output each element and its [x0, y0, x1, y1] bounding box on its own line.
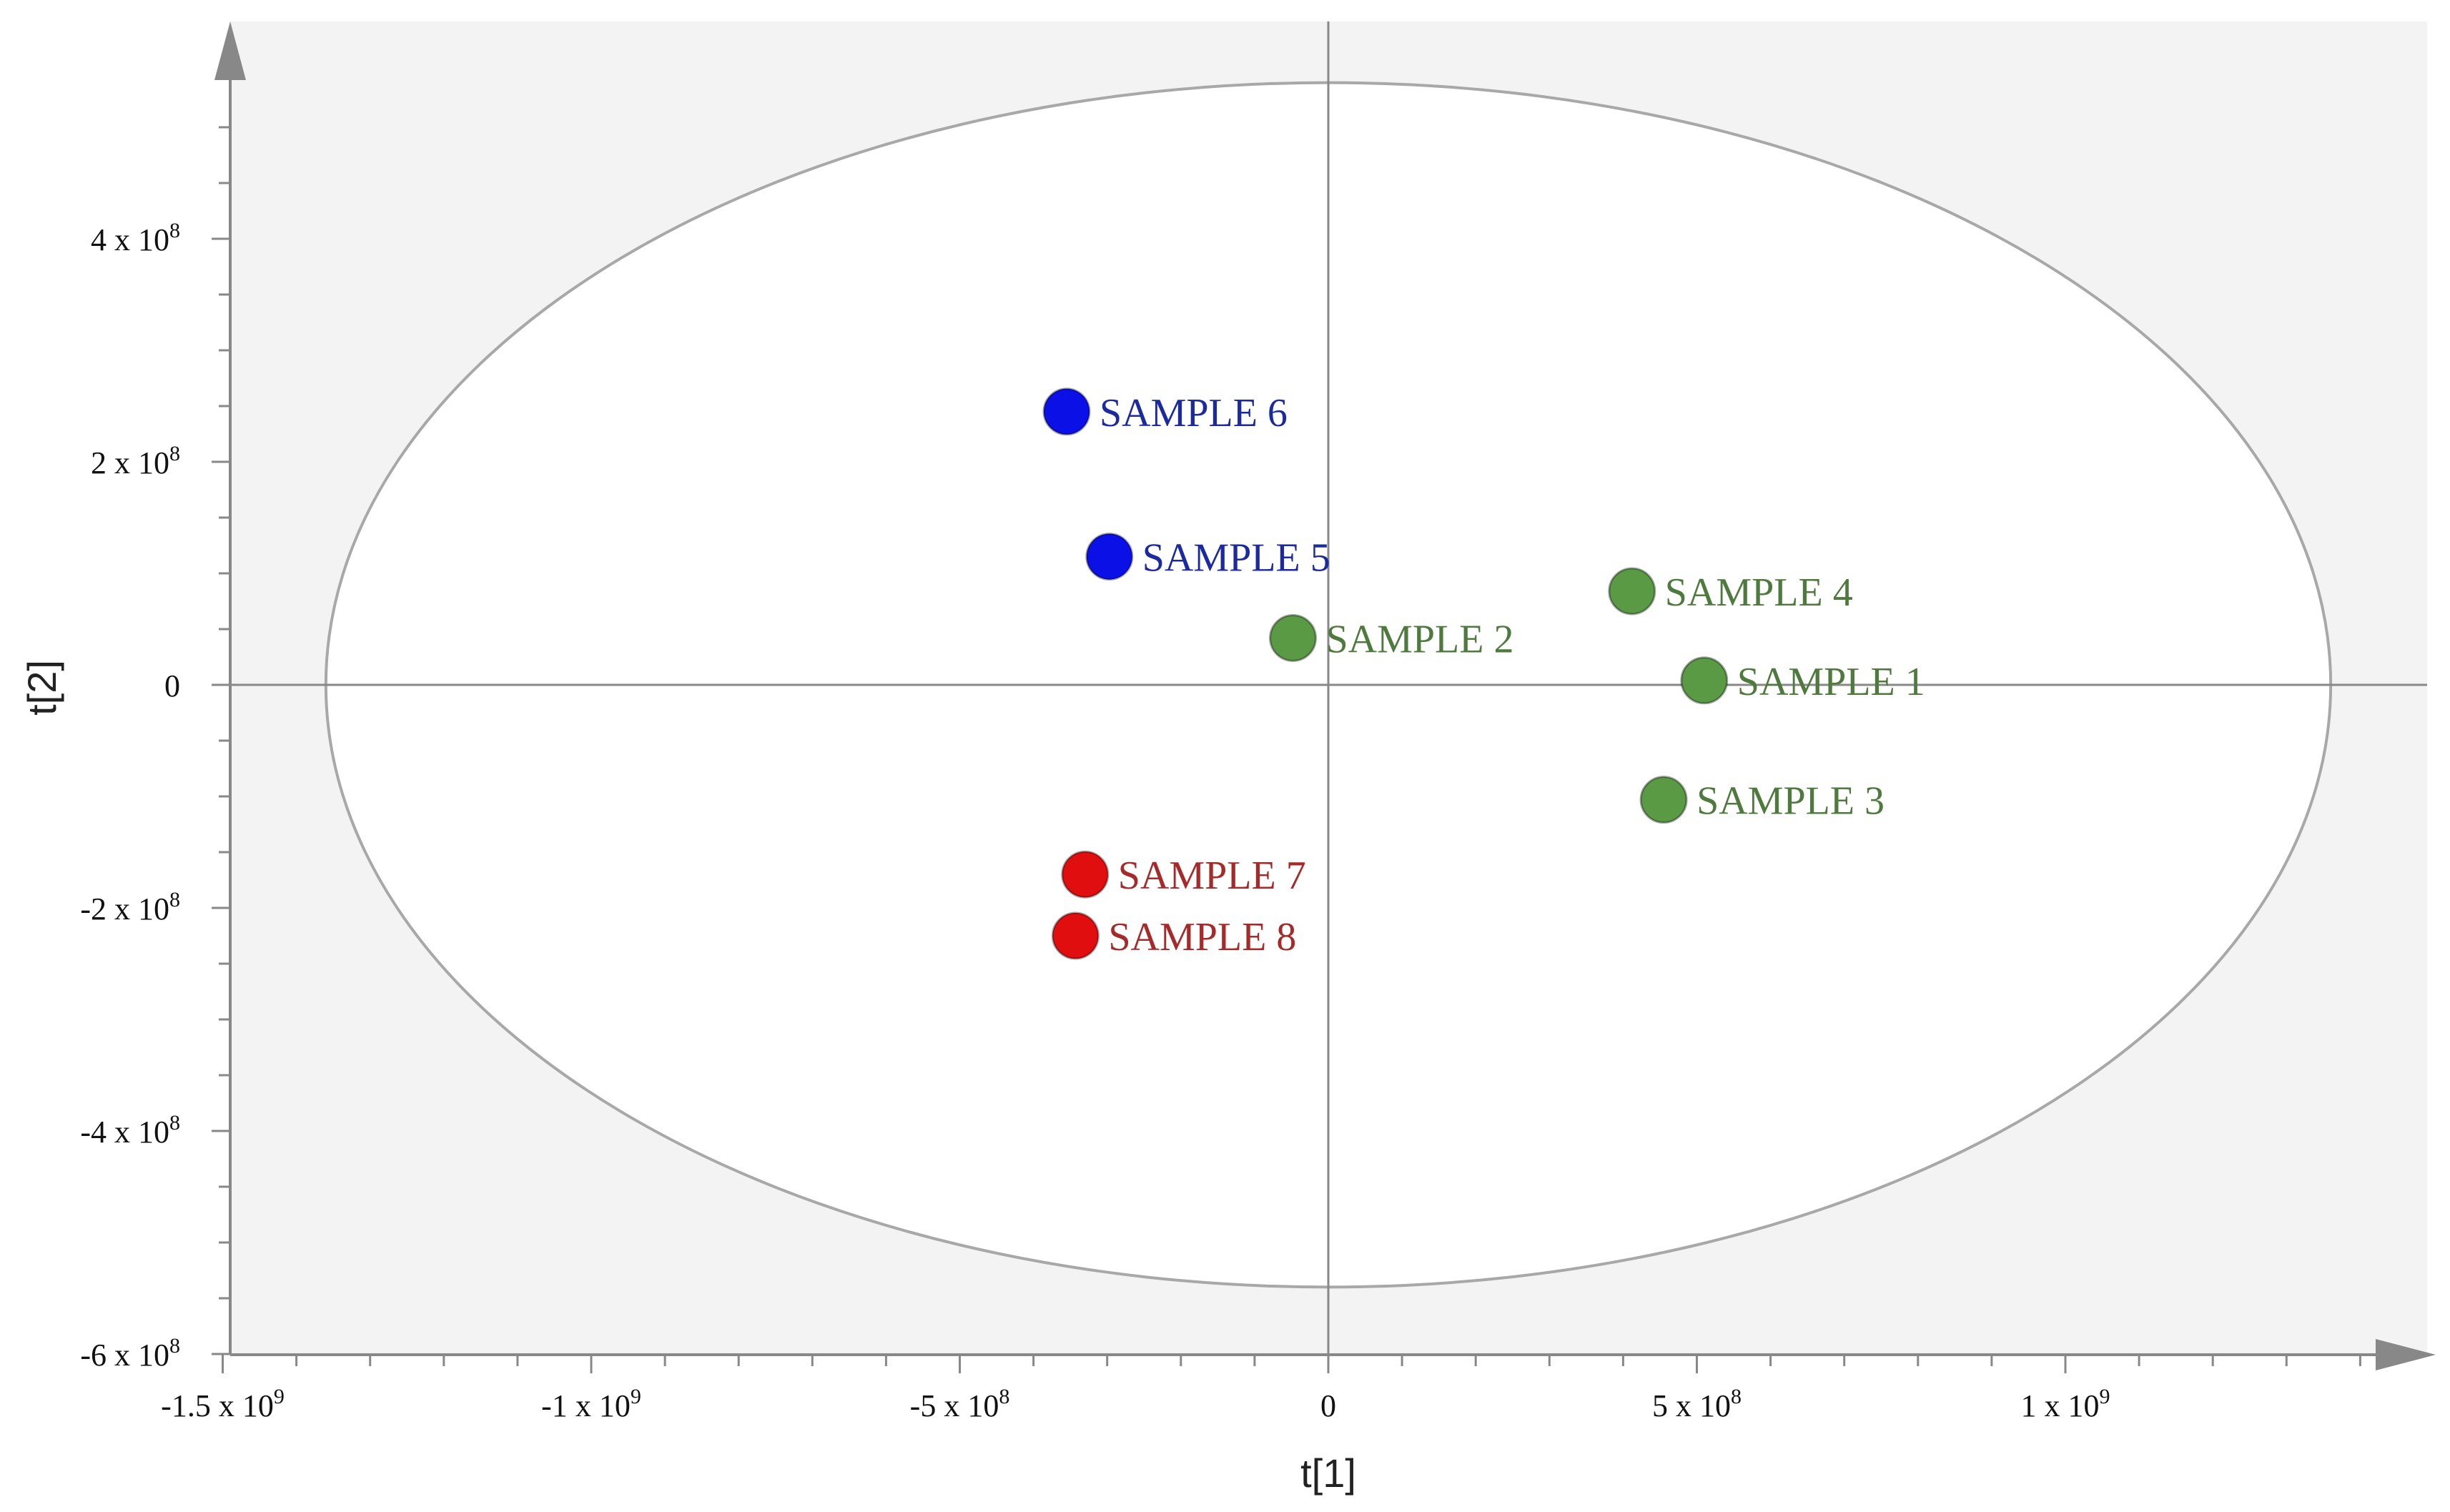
data-point-label: SAMPLE 3 — [1696, 779, 1885, 824]
y-tick-label: 0 — [164, 668, 180, 703]
data-point-label: SAMPLE 7 — [1118, 854, 1306, 898]
data-point — [1608, 567, 1656, 616]
data-point — [1639, 776, 1688, 824]
x-ticks: -1.5 x 109 -1 x 109 -5 x 108 0 5 x 108 1 x 10… — [161, 1355, 2361, 1423]
x-tick-label: 0 — [1320, 1388, 1336, 1423]
data-point-label: SAMPLE 6 — [1100, 391, 1288, 435]
data-point-label: SAMPLE 1 — [1737, 660, 1925, 704]
x-tick-label: -1.5 x 109 — [161, 1385, 285, 1423]
data-point — [1051, 911, 1100, 960]
data-point-label: SAMPLE 8 — [1108, 915, 1296, 959]
data-point — [1061, 850, 1110, 899]
x-tick-label: 5 x 108 — [1652, 1385, 1742, 1423]
data-point-label: SAMPLE 2 — [1326, 617, 1514, 661]
y-ticks: 4 x 108 2 x 108 0 -2 x 108 -4 x 108 -6 x 108 — [80, 126, 230, 1373]
y-tick-label: -6 x 108 — [80, 1334, 180, 1373]
y-axis-title: t[2] — [19, 660, 64, 716]
x-axis-title: t[1] — [1300, 1451, 1356, 1496]
data-point — [1042, 387, 1091, 436]
y-tick-label: 4 x 108 — [91, 219, 180, 257]
x-axis-arrow — [2376, 1339, 2436, 1370]
y-tick-label: -2 x 108 — [80, 888, 180, 927]
data-point — [1085, 533, 1134, 581]
data-points: SAMPLE 6 SAMPLE 5 SAMPLE 4 SAMPLE 2 SAMPLE 1… — [1042, 387, 1925, 960]
x-tick-label: 1 x 109 — [2021, 1385, 2110, 1423]
data-point — [1269, 613, 1318, 662]
data-point — [1680, 656, 1729, 705]
y-axis-arrow — [214, 21, 246, 80]
data-point-label: SAMPLE 4 — [1665, 570, 1853, 615]
y-tick-label: 2 x 108 — [91, 442, 180, 480]
data-point-label: SAMPLE 5 — [1142, 536, 1330, 580]
y-tick-label: -4 x 108 — [80, 1111, 180, 1150]
x-tick-label: -5 x 108 — [910, 1385, 1010, 1423]
x-tick-label: -1 x 109 — [541, 1385, 641, 1423]
